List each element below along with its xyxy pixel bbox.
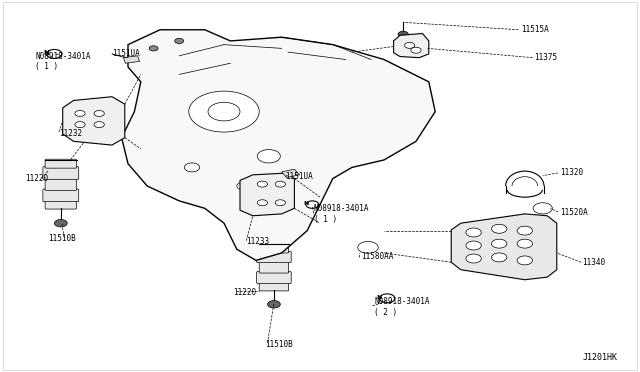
Text: 11340: 11340 xyxy=(582,258,605,267)
Circle shape xyxy=(492,224,507,233)
FancyBboxPatch shape xyxy=(43,167,79,179)
Text: 11220: 11220 xyxy=(234,288,257,296)
Text: N: N xyxy=(303,201,308,206)
Circle shape xyxy=(257,200,268,206)
Circle shape xyxy=(75,110,85,116)
Polygon shape xyxy=(282,169,300,177)
Polygon shape xyxy=(122,30,435,260)
Text: 11233: 11233 xyxy=(246,237,269,246)
Circle shape xyxy=(184,163,200,172)
Circle shape xyxy=(466,241,481,250)
Text: N08918-3401A
( 1 ): N08918-3401A ( 1 ) xyxy=(314,204,369,224)
FancyBboxPatch shape xyxy=(43,189,79,202)
FancyBboxPatch shape xyxy=(259,243,289,253)
Text: 11232: 11232 xyxy=(59,129,82,138)
Circle shape xyxy=(517,226,532,235)
Circle shape xyxy=(492,239,507,248)
Text: 11520A: 11520A xyxy=(560,208,588,217)
Polygon shape xyxy=(240,173,294,216)
Circle shape xyxy=(275,181,285,187)
FancyBboxPatch shape xyxy=(45,178,77,190)
Circle shape xyxy=(149,46,158,51)
Circle shape xyxy=(189,91,259,132)
Circle shape xyxy=(517,256,532,265)
Circle shape xyxy=(380,294,395,303)
Circle shape xyxy=(175,38,184,44)
Circle shape xyxy=(94,110,104,116)
Text: 11515A: 11515A xyxy=(522,25,549,34)
Circle shape xyxy=(538,205,548,211)
Circle shape xyxy=(208,102,240,121)
Circle shape xyxy=(466,254,481,263)
FancyBboxPatch shape xyxy=(257,251,291,263)
Text: 11220: 11220 xyxy=(26,174,49,183)
Circle shape xyxy=(492,253,507,262)
FancyBboxPatch shape xyxy=(45,200,77,209)
Text: 11375: 11375 xyxy=(534,53,557,62)
Text: N08918-3401A
( 2 ): N08918-3401A ( 2 ) xyxy=(374,297,430,317)
Text: 11320: 11320 xyxy=(560,169,583,177)
FancyBboxPatch shape xyxy=(257,272,291,283)
Circle shape xyxy=(306,201,319,208)
FancyBboxPatch shape xyxy=(259,282,289,291)
FancyBboxPatch shape xyxy=(45,159,77,168)
Circle shape xyxy=(358,241,378,253)
Circle shape xyxy=(411,47,421,53)
Circle shape xyxy=(268,301,280,308)
Polygon shape xyxy=(451,214,557,280)
Circle shape xyxy=(257,150,280,163)
Polygon shape xyxy=(63,97,125,145)
Circle shape xyxy=(362,244,374,251)
Circle shape xyxy=(54,219,67,227)
Circle shape xyxy=(275,200,285,206)
Text: N: N xyxy=(377,295,382,300)
Text: 11510B: 11510B xyxy=(48,234,76,243)
Text: 11510B: 11510B xyxy=(266,340,293,349)
Circle shape xyxy=(466,228,481,237)
Text: J1201HK: J1201HK xyxy=(582,353,618,362)
Text: N: N xyxy=(44,50,50,56)
Text: 11580AA: 11580AA xyxy=(362,252,394,261)
Circle shape xyxy=(75,122,85,128)
Text: N08918-3401A
( 1 ): N08918-3401A ( 1 ) xyxy=(35,52,91,71)
Circle shape xyxy=(398,31,408,37)
Circle shape xyxy=(533,203,552,214)
FancyBboxPatch shape xyxy=(259,261,289,273)
Circle shape xyxy=(94,122,104,128)
Polygon shape xyxy=(124,56,140,63)
Circle shape xyxy=(47,49,62,58)
Circle shape xyxy=(237,182,250,190)
Text: 1151UA: 1151UA xyxy=(285,172,312,181)
Circle shape xyxy=(404,42,415,48)
Text: 1151UA: 1151UA xyxy=(112,49,140,58)
Polygon shape xyxy=(394,33,429,58)
Circle shape xyxy=(517,239,532,248)
Circle shape xyxy=(257,181,268,187)
